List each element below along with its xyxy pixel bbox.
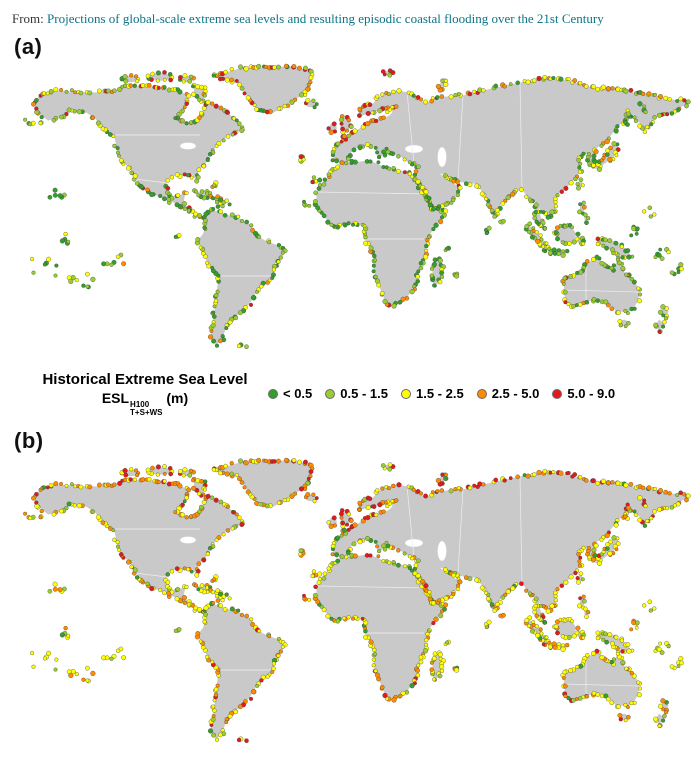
legend-item: 0.5 - 1.5: [325, 386, 388, 401]
map-panel-b: [23, 457, 691, 743]
legend-swatch-dot: [552, 388, 563, 399]
legend-swatch-dot: [268, 388, 278, 399]
legend-unit: (m): [166, 390, 189, 407]
legend-item-label: 1.5 - 2.5: [415, 386, 464, 402]
figure-page: From: Projections of global-scale extrem…: [0, 0, 700, 754]
figure-source-line: From: Projections of global-scale extrem…: [0, 0, 700, 30]
legend-item: 1.5 - 2.5: [400, 386, 464, 402]
article-title-link[interactable]: Projections of global-scale extreme sea …: [47, 11, 604, 26]
figure-source-prefix: From:: [12, 11, 44, 26]
legend-symbol: ESL: [101, 390, 130, 407]
panel-a-label: (a): [14, 33, 43, 59]
legend-superscript: H100: [130, 400, 150, 410]
panel-b: (b): [0, 424, 700, 754]
legend-item-label: 2.5 - 5.0: [491, 386, 540, 402]
legend-symbol-scripts: H100 T+S+WS: [130, 400, 163, 418]
legend-subscript: T+S+WS: [130, 408, 163, 418]
legend-items: < 0.5 0.5 - 1.5 1.5 - 2.5 2.5 - 5.0 5.0 - 9.…: [268, 386, 615, 401]
legend-swatch-dot: [476, 388, 487, 399]
legend-title-block: Historical Extreme Sea Level ESL H100 T+S+…: [36, 370, 254, 418]
inland-seas: [179, 502, 447, 562]
legend-item: 5.0 - 9.0: [552, 386, 615, 401]
legend: Historical Extreme Sea Level ESL H100 T+S+…: [0, 360, 700, 422]
legend-item-label: 0.5 - 1.5: [340, 386, 388, 402]
country-borders: [114, 81, 640, 302]
legend-item: < 0.5: [268, 386, 312, 401]
legend-item: 2.5 - 5.0: [476, 386, 540, 402]
legend-title: Historical Extreme Sea Level: [42, 370, 248, 388]
coastal-points: [23, 457, 691, 743]
legend-swatch-dot: [325, 388, 336, 399]
country-borders: [114, 475, 640, 696]
panel-b-label: (b): [14, 427, 44, 453]
map-panel-a: [23, 63, 691, 349]
panel-a: (a): [0, 30, 700, 360]
legend-item-label: < 0.5: [283, 386, 313, 402]
legend-swatch-dot: [400, 388, 411, 399]
legend-formula: ESL H100 T+S+WS (m): [36, 389, 254, 418]
continents: [32, 459, 689, 740]
coastal-points: [23, 63, 691, 349]
legend-item-label: 5.0 - 9.0: [567, 386, 616, 402]
